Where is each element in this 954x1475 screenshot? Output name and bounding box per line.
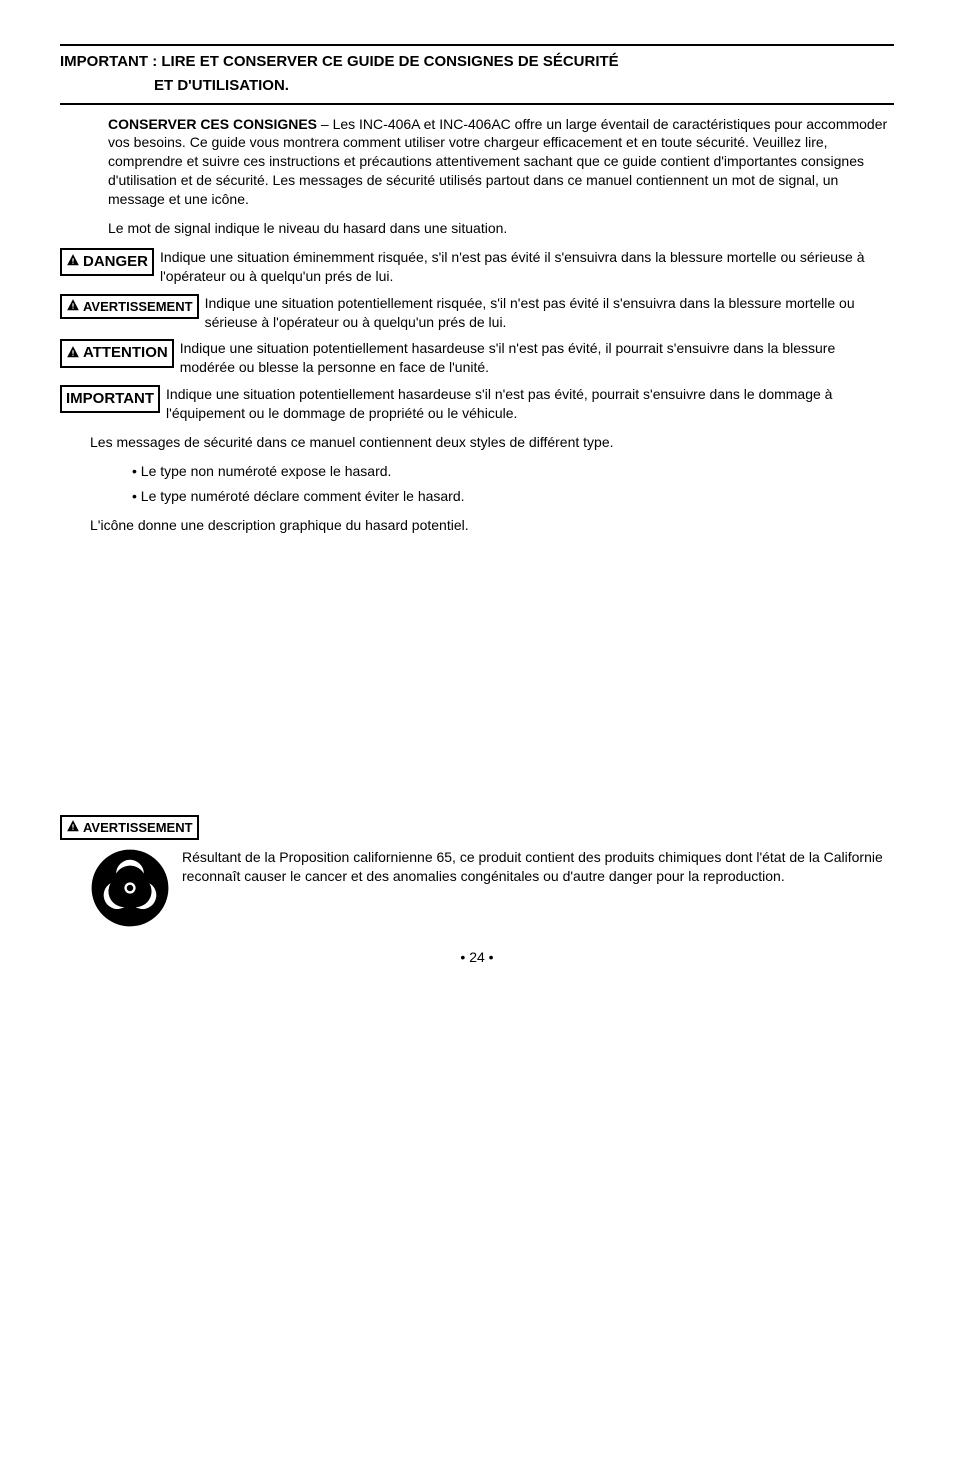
important-label: IMPORTANT xyxy=(66,389,154,409)
page-number: • 24 • xyxy=(60,948,894,967)
warning-icon xyxy=(66,345,80,362)
avertissement-label: AVERTISSEMENT xyxy=(83,298,193,316)
attention-row: ATTENTION Indique une situation potentie… xyxy=(60,339,894,377)
attention-label: ATTENTION xyxy=(83,343,168,363)
biohazard-icon xyxy=(90,848,170,928)
important-row: IMPORTANT Indique une situation potentie… xyxy=(60,385,894,423)
avertissement-text: Indique une situation potentiellement ri… xyxy=(205,294,894,332)
header-line1: IMPORTANT : LIRE ET CONSERVER CE GUIDE D… xyxy=(60,50,894,74)
danger-text: Indique une situation éminemment risquée… xyxy=(160,248,894,286)
danger-row: DANGER Indique une situation éminemment … xyxy=(60,248,894,286)
signal-paragraph: Le mot de signal indique le niveau du ha… xyxy=(108,219,894,238)
messages-paragraph: Les messages de sécurité dans ce manuel … xyxy=(90,433,894,452)
avertissement-badge: AVERTISSEMENT xyxy=(60,294,199,320)
intro-paragraph: CONSERVER CES CONSIGNES – Les INC-406A e… xyxy=(108,115,894,209)
attention-text: Indique une situation potentiellement ha… xyxy=(180,339,894,377)
icon-paragraph: L'icône donne une description graphique … xyxy=(90,516,894,535)
warning-icon xyxy=(66,298,80,315)
header-line2: ET D'UTILISATION. xyxy=(60,74,894,98)
bullet-list: • Le type non numéroté expose le hasard.… xyxy=(132,462,894,506)
footer-avertissement-badge: AVERTISSEMENT xyxy=(60,815,199,841)
bullet-1: • Le type non numéroté expose le hasard. xyxy=(132,462,894,481)
important-badge: IMPORTANT xyxy=(60,385,160,413)
avertissement-row: AVERTISSEMENT Indique une situation pote… xyxy=(60,294,894,332)
footer-badge-row: AVERTISSEMENT xyxy=(60,815,894,841)
warning-icon xyxy=(66,819,80,836)
top-rule xyxy=(60,44,894,46)
footer-badge-label: AVERTISSEMENT xyxy=(83,819,193,837)
bottom-rule xyxy=(60,103,894,105)
footer-text: Résultant de la Proposition californienn… xyxy=(182,848,894,886)
important-text: Indique une situation potentiellement ha… xyxy=(166,385,894,423)
footer-row: Résultant de la Proposition californienn… xyxy=(90,848,894,928)
danger-label: DANGER xyxy=(83,252,148,272)
attention-badge: ATTENTION xyxy=(60,339,174,367)
warning-icon xyxy=(66,253,80,270)
danger-badge: DANGER xyxy=(60,248,154,276)
intro-bold: CONSERVER CES CONSIGNES xyxy=(108,116,317,132)
bullet-2: • Le type numéroté déclare comment évite… xyxy=(132,487,894,506)
